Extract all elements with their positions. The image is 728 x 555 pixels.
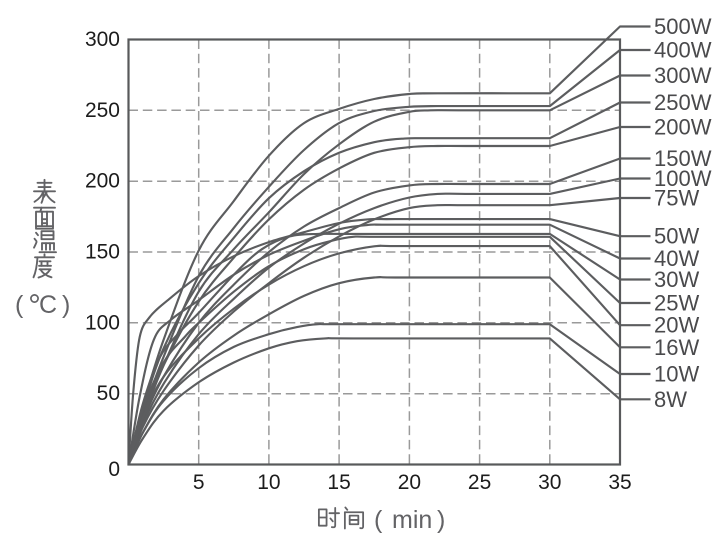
svg-text:15: 15 xyxy=(327,471,350,494)
svg-text:75W: 75W xyxy=(654,186,699,211)
svg-text:250: 250 xyxy=(85,99,120,122)
svg-text:30W: 30W xyxy=(654,267,699,292)
svg-text:40W: 40W xyxy=(654,246,699,271)
svg-text:0: 0 xyxy=(108,458,120,481)
svg-text:25W: 25W xyxy=(654,291,699,316)
svg-text:20: 20 xyxy=(398,471,421,494)
svg-text:5: 5 xyxy=(193,471,205,494)
svg-text:8W: 8W xyxy=(654,387,687,412)
svg-text:200W: 200W xyxy=(654,115,712,140)
svg-text:min: min xyxy=(392,506,432,534)
svg-text:(: ( xyxy=(15,291,24,319)
svg-text:150W: 150W xyxy=(654,146,712,171)
svg-text:10: 10 xyxy=(257,471,280,494)
svg-text:150: 150 xyxy=(85,241,120,264)
svg-text:35: 35 xyxy=(608,471,631,494)
svg-text:10W: 10W xyxy=(654,362,699,387)
svg-text:100W: 100W xyxy=(654,166,712,191)
svg-text:250W: 250W xyxy=(654,90,712,115)
svg-text:300W: 300W xyxy=(654,63,712,88)
svg-text:100: 100 xyxy=(85,311,120,334)
svg-text:C: C xyxy=(39,291,57,319)
svg-text:300: 300 xyxy=(85,28,120,51)
svg-text:16W: 16W xyxy=(654,335,699,360)
svg-text:25: 25 xyxy=(468,471,491,494)
svg-text:(: ( xyxy=(374,506,383,534)
svg-text:400W: 400W xyxy=(654,38,712,63)
svg-text:20W: 20W xyxy=(654,313,699,338)
svg-text:30: 30 xyxy=(538,471,561,494)
svg-text:500W: 500W xyxy=(654,14,712,39)
svg-text:): ) xyxy=(62,291,70,319)
svg-text:50W: 50W xyxy=(654,224,699,249)
svg-text:): ) xyxy=(437,506,445,534)
svg-text:200: 200 xyxy=(85,170,120,193)
svg-text:50: 50 xyxy=(97,382,120,405)
